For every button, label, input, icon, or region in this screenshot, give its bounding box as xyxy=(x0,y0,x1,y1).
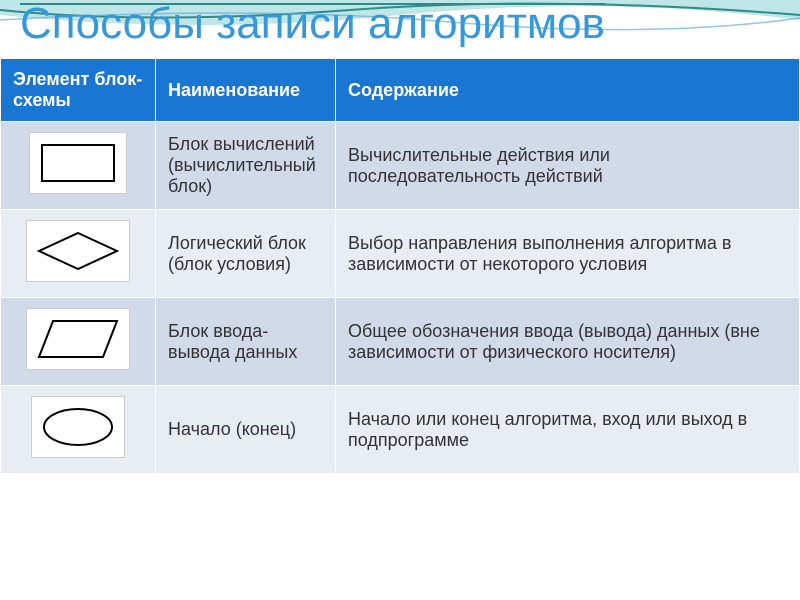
table-row: Логический блок (блок условия) Выбор нап… xyxy=(1,210,800,298)
table-row: Блок вычислений (вычислительный блок) Вы… xyxy=(1,122,800,210)
shape-cell-ellipse xyxy=(1,386,156,474)
shape-cell-rectangle xyxy=(1,122,156,210)
shape-cell-diamond xyxy=(1,210,156,298)
rectangle-icon xyxy=(38,141,118,185)
desc-cell: Начало или конец алгоритма, вход или вых… xyxy=(336,386,800,474)
ellipse-icon xyxy=(40,405,116,449)
flowchart-elements-table: Элемент блок-схемы Наименование Содержан… xyxy=(0,58,800,474)
header-element: Элемент блок-схемы xyxy=(1,59,156,122)
shape-cell-parallelogram xyxy=(1,298,156,386)
name-cell: Начало (конец) xyxy=(156,386,336,474)
desc-cell: Выбор направления выполнения алгоритма в… xyxy=(336,210,800,298)
header-name: Наименование xyxy=(156,59,336,122)
page-title: Способы записи алгоритмов xyxy=(0,0,800,58)
name-cell: Блок вычислений (вычислительный блок) xyxy=(156,122,336,210)
table-row: Начало (конец) Начало или конец алгоритм… xyxy=(1,386,800,474)
desc-cell: Общее обозначения ввода (вывода) данных … xyxy=(336,298,800,386)
desc-cell: Вычислительные действия или последовател… xyxy=(336,122,800,210)
diamond-icon xyxy=(35,229,121,273)
parallelogram-icon xyxy=(35,317,121,361)
name-cell: Логический блок (блок условия) xyxy=(156,210,336,298)
header-description: Содержание xyxy=(336,59,800,122)
name-cell: Блок ввода-вывода данных xyxy=(156,298,336,386)
table-header-row: Элемент блок-схемы Наименование Содержан… xyxy=(1,59,800,122)
table-row: Блок ввода-вывода данных Общее обозначен… xyxy=(1,298,800,386)
